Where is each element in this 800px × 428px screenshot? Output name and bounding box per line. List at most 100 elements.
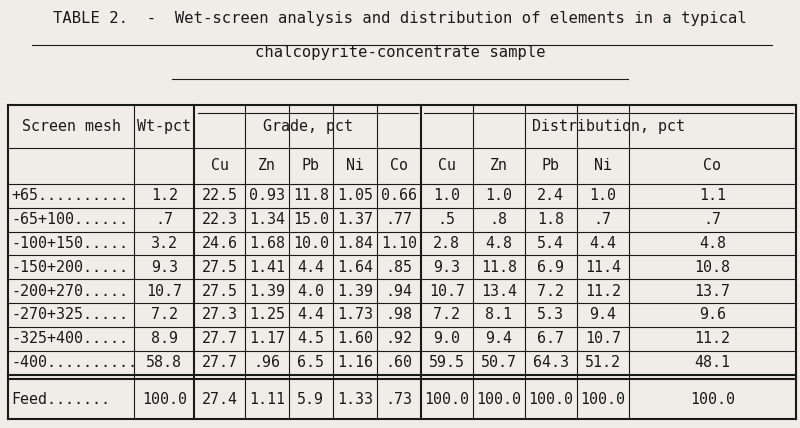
- Text: 100.0: 100.0: [142, 392, 187, 407]
- Text: 10.7: 10.7: [429, 284, 465, 299]
- Text: 9.3: 9.3: [151, 260, 178, 275]
- Text: 1.0: 1.0: [434, 188, 460, 203]
- Text: 9.0: 9.0: [434, 331, 460, 346]
- Text: 1.2: 1.2: [151, 188, 178, 203]
- Text: 58.8: 58.8: [146, 355, 182, 370]
- Text: 15.0: 15.0: [293, 212, 329, 227]
- Text: chalcopyrite-concentrate sample: chalcopyrite-concentrate sample: [254, 45, 546, 60]
- Text: 64.3: 64.3: [533, 355, 569, 370]
- Text: Pb: Pb: [542, 158, 560, 173]
- Text: Screen mesh: Screen mesh: [22, 119, 121, 134]
- Text: 9.6: 9.6: [699, 307, 726, 322]
- Text: Cu: Cu: [438, 158, 456, 173]
- Text: 4.8: 4.8: [699, 236, 726, 251]
- Text: 51.2: 51.2: [585, 355, 621, 370]
- Text: 9.4: 9.4: [486, 331, 512, 346]
- Text: .73: .73: [386, 392, 412, 407]
- Text: 1.16: 1.16: [337, 355, 373, 370]
- Text: 13.4: 13.4: [481, 284, 517, 299]
- Text: 1.68: 1.68: [249, 236, 285, 251]
- Text: 9.4: 9.4: [590, 307, 616, 322]
- Text: -100+150.....: -100+150.....: [11, 236, 128, 251]
- Text: Grade, pct: Grade, pct: [262, 119, 353, 134]
- Text: 8.1: 8.1: [486, 307, 512, 322]
- Text: 22.5: 22.5: [202, 188, 238, 203]
- Text: 3.2: 3.2: [151, 236, 178, 251]
- Text: 9.3: 9.3: [434, 260, 460, 275]
- Text: Zn: Zn: [258, 158, 276, 173]
- Text: 6.7: 6.7: [538, 331, 564, 346]
- Text: Feed.......: Feed.......: [11, 392, 110, 407]
- Text: 1.17: 1.17: [249, 331, 285, 346]
- Text: 1.11: 1.11: [249, 392, 285, 407]
- Text: 22.3: 22.3: [202, 212, 238, 227]
- Text: Cu: Cu: [210, 158, 229, 173]
- Text: Pb: Pb: [302, 158, 320, 173]
- Text: 10.0: 10.0: [293, 236, 329, 251]
- Text: -400..........: -400..........: [11, 355, 138, 370]
- Text: .98: .98: [386, 307, 412, 322]
- Text: 24.6: 24.6: [202, 236, 238, 251]
- Text: 5.9: 5.9: [298, 392, 324, 407]
- Text: 10.7: 10.7: [146, 284, 182, 299]
- Text: 1.10: 1.10: [381, 236, 417, 251]
- Text: 50.7: 50.7: [481, 355, 517, 370]
- Text: 1.41: 1.41: [249, 260, 285, 275]
- Text: 7.2: 7.2: [151, 307, 178, 322]
- Text: 11.8: 11.8: [481, 260, 517, 275]
- Text: Ni: Ni: [346, 158, 364, 173]
- Text: Co: Co: [390, 158, 408, 173]
- Text: +65..........: +65..........: [11, 188, 128, 203]
- Text: 1.84: 1.84: [337, 236, 373, 251]
- Text: Distribution, pct: Distribution, pct: [532, 119, 685, 134]
- Text: Wt-pct: Wt-pct: [138, 119, 191, 134]
- Text: 1.39: 1.39: [249, 284, 285, 299]
- Text: 27.3: 27.3: [202, 307, 238, 322]
- Text: 100.0: 100.0: [528, 392, 574, 407]
- Text: 59.5: 59.5: [429, 355, 465, 370]
- Text: -270+325.....: -270+325.....: [11, 307, 128, 322]
- Text: 1.73: 1.73: [337, 307, 373, 322]
- Text: 1.05: 1.05: [337, 188, 373, 203]
- Text: 11.2: 11.2: [585, 284, 621, 299]
- Text: 27.5: 27.5: [202, 284, 238, 299]
- Text: 1.25: 1.25: [249, 307, 285, 322]
- Text: 1.33: 1.33: [337, 392, 373, 407]
- Text: 1.60: 1.60: [337, 331, 373, 346]
- Text: 48.1: 48.1: [694, 355, 730, 370]
- Text: 0.66: 0.66: [381, 188, 417, 203]
- Text: .92: .92: [386, 331, 412, 346]
- Text: -200+270.....: -200+270.....: [11, 284, 128, 299]
- Text: 1.0: 1.0: [590, 188, 616, 203]
- Text: .85: .85: [386, 260, 412, 275]
- Text: 100.0: 100.0: [580, 392, 626, 407]
- Text: 4.4: 4.4: [298, 307, 324, 322]
- Text: 11.8: 11.8: [293, 188, 329, 203]
- Text: 1.64: 1.64: [337, 260, 373, 275]
- Text: 27.7: 27.7: [202, 355, 238, 370]
- Text: 5.3: 5.3: [538, 307, 564, 322]
- Text: .7: .7: [594, 212, 612, 227]
- Text: 11.2: 11.2: [694, 331, 730, 346]
- Text: 100.0: 100.0: [690, 392, 735, 407]
- Text: 4.8: 4.8: [486, 236, 512, 251]
- Text: 2.8: 2.8: [434, 236, 460, 251]
- Text: 11.4: 11.4: [585, 260, 621, 275]
- Text: .77: .77: [386, 212, 412, 227]
- Text: .60: .60: [386, 355, 412, 370]
- Text: -325+400.....: -325+400.....: [11, 331, 128, 346]
- Text: 100.0: 100.0: [424, 392, 470, 407]
- Text: 5.4: 5.4: [538, 236, 564, 251]
- Text: -65+100......: -65+100......: [11, 212, 128, 227]
- Text: .7: .7: [155, 212, 174, 227]
- Text: 10.8: 10.8: [694, 260, 730, 275]
- Text: 27.5: 27.5: [202, 260, 238, 275]
- Text: 4.5: 4.5: [298, 331, 324, 346]
- Text: TABLE 2.  -  Wet-screen analysis and distribution of elements in a typical: TABLE 2. - Wet-screen analysis and distr…: [53, 11, 747, 26]
- Text: 4.4: 4.4: [590, 236, 616, 251]
- Text: 1.0: 1.0: [486, 188, 512, 203]
- Text: .94: .94: [386, 284, 412, 299]
- Text: Zn: Zn: [490, 158, 508, 173]
- Text: 4.4: 4.4: [298, 260, 324, 275]
- Text: 1.39: 1.39: [337, 284, 373, 299]
